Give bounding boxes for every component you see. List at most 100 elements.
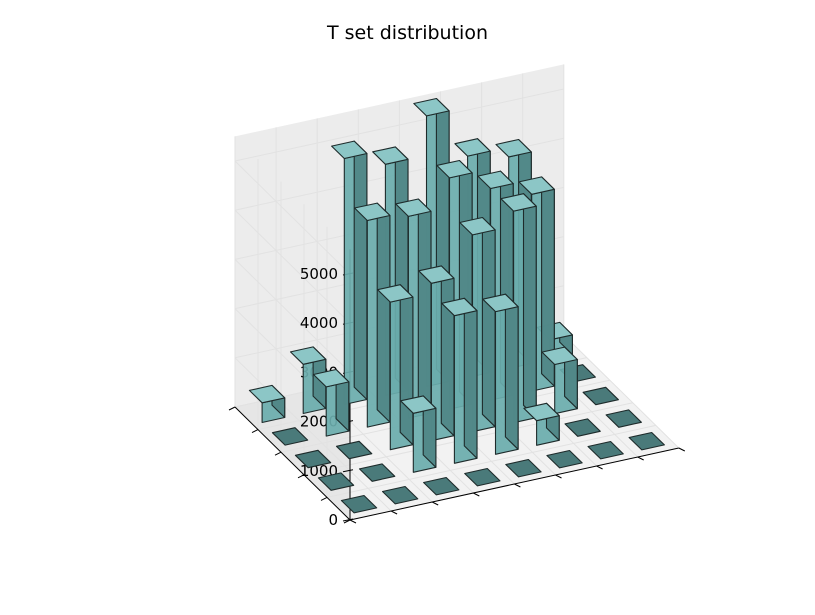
bar-top-face bbox=[248, 384, 286, 404]
z-tick-label: 0 bbox=[328, 511, 338, 529]
y-tick bbox=[297, 474, 305, 479]
bar-top-face bbox=[605, 409, 642, 428]
bar-top-face bbox=[354, 202, 391, 222]
bar-0-2 bbox=[294, 449, 332, 469]
bar-top-face bbox=[271, 427, 309, 446]
bar-5-2 bbox=[500, 193, 537, 424]
bar-top-face bbox=[541, 346, 578, 366]
bar-top-face bbox=[381, 485, 419, 505]
bar-top-face bbox=[500, 193, 537, 212]
chart-title: T set distribution bbox=[327, 22, 488, 44]
bar-5-3 bbox=[523, 402, 560, 446]
bar-3-1 bbox=[395, 198, 432, 419]
z-tick-label: 4000 bbox=[300, 314, 338, 332]
bar-2-1 bbox=[354, 202, 391, 428]
side-grid-line bbox=[234, 357, 351, 472]
bar-top-face bbox=[413, 97, 450, 117]
bar-7-3 bbox=[605, 409, 642, 428]
bar-3-3 bbox=[441, 297, 478, 464]
bar-2-4 bbox=[423, 476, 460, 496]
bar-4-2 bbox=[459, 216, 496, 433]
bar-side-face bbox=[376, 202, 391, 423]
bar-top-face bbox=[628, 431, 665, 451]
bar-6-2 bbox=[541, 346, 578, 415]
bar-top-face bbox=[587, 440, 624, 460]
z-tick-label: 5000 bbox=[300, 265, 338, 283]
bar-top-face bbox=[423, 476, 460, 496]
bar-top-face bbox=[289, 346, 327, 365]
side-grid-line bbox=[234, 259, 351, 373]
bar-6-1 bbox=[518, 176, 555, 392]
bar-1-4 bbox=[381, 485, 419, 505]
bar-1-2 bbox=[335, 440, 373, 460]
y-tick bbox=[251, 429, 259, 434]
bar-side-face bbox=[399, 284, 414, 446]
bar-1-3 bbox=[358, 463, 396, 482]
bar-top-face bbox=[340, 494, 378, 514]
back-grid-line bbox=[234, 88, 564, 162]
z-tick bbox=[342, 518, 354, 522]
bar-6-3 bbox=[564, 418, 601, 437]
x-tick bbox=[431, 501, 439, 506]
x-tick bbox=[555, 474, 562, 479]
y-tick bbox=[343, 519, 351, 524]
floor-grid-line bbox=[563, 334, 680, 449]
y-tick bbox=[320, 496, 328, 501]
bar-side-face bbox=[353, 140, 368, 401]
bar-7-2 bbox=[582, 386, 619, 406]
bar-top-face bbox=[377, 284, 414, 303]
x-tick bbox=[678, 447, 686, 452]
bar-top-face bbox=[518, 176, 555, 195]
bar-top-face bbox=[418, 265, 455, 284]
x-tick bbox=[390, 510, 398, 515]
bar-side-face bbox=[417, 198, 432, 414]
bar-top-face bbox=[495, 138, 532, 158]
x-tick bbox=[637, 456, 644, 461]
x-tick bbox=[514, 483, 521, 488]
bar-7-4 bbox=[628, 431, 665, 451]
y-tick bbox=[274, 451, 282, 456]
bar-side-face bbox=[522, 193, 537, 419]
bar-3-4 bbox=[464, 467, 501, 487]
bar-top-face bbox=[464, 467, 501, 487]
bar-4-3 bbox=[482, 293, 519, 455]
bar-top-face bbox=[505, 458, 542, 478]
side-grid-line bbox=[234, 209, 351, 324]
y-tick bbox=[228, 406, 236, 411]
bars bbox=[248, 97, 665, 514]
bar-top-face bbox=[335, 440, 373, 460]
bar-side-face bbox=[504, 293, 519, 450]
x-tick bbox=[596, 465, 603, 470]
bar-top-face bbox=[459, 216, 496, 236]
bar-side-face bbox=[481, 216, 496, 428]
bar-4-4 bbox=[505, 458, 542, 478]
bar-top-face bbox=[582, 386, 619, 406]
side-grid-line bbox=[234, 160, 351, 275]
bar-top-face bbox=[358, 463, 396, 482]
y-axis-line bbox=[234, 406, 351, 521]
bar-top-face bbox=[441, 297, 478, 317]
x-tick bbox=[473, 492, 480, 497]
bar-top-face bbox=[317, 472, 355, 491]
bar-5-4 bbox=[546, 449, 583, 469]
bar-top-face bbox=[400, 395, 437, 414]
bar-top-face bbox=[546, 449, 583, 469]
z-tick bbox=[342, 469, 354, 473]
bar-top-face bbox=[395, 198, 432, 217]
bar-top-face bbox=[436, 159, 473, 179]
bar-side-face bbox=[440, 265, 455, 437]
bar-top-face bbox=[294, 449, 332, 469]
bar-1-1 bbox=[312, 368, 350, 437]
bar-top-face bbox=[477, 170, 514, 190]
bar-0-4 bbox=[340, 494, 378, 514]
x-tick bbox=[349, 519, 357, 524]
bar-top-face bbox=[564, 418, 601, 437]
bar-top-face bbox=[331, 140, 368, 160]
bar-0-1 bbox=[271, 427, 309, 446]
bar-0-3 bbox=[317, 472, 355, 491]
bar-2-0 bbox=[331, 140, 368, 406]
bar-0-0 bbox=[248, 384, 286, 424]
bar-top-face bbox=[312, 368, 350, 388]
